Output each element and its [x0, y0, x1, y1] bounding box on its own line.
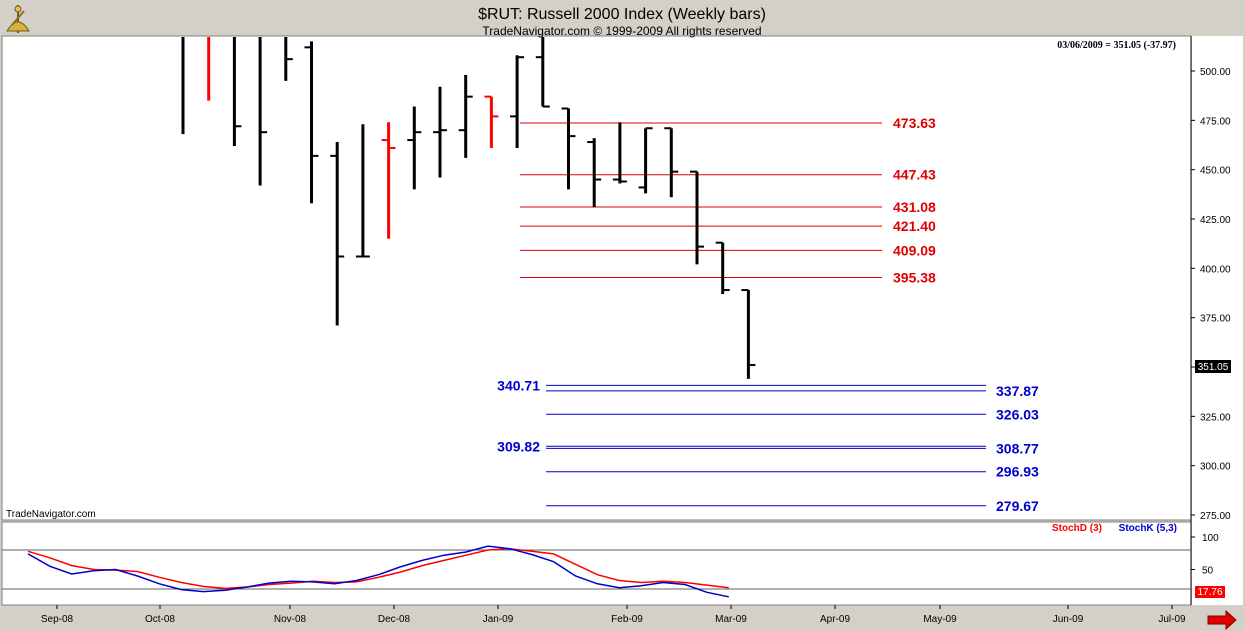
level-label: 337.87	[996, 383, 1039, 399]
stochastic-panel	[1, 521, 1192, 606]
date-tick-label: Oct-08	[145, 614, 175, 625]
level-label: 395.38	[893, 269, 936, 285]
legend-stochk: StochK (5,3)	[1119, 523, 1177, 534]
price-panel	[1, 35, 1192, 521]
price-tag: 351.05	[1195, 360, 1231, 373]
level-label: 447.43	[893, 167, 936, 183]
price-tick-label: 450.00	[1200, 166, 1231, 177]
stoch-tag: 17.76	[1195, 586, 1225, 598]
stochastic-reference-lines: 50 100	[2, 533, 1219, 590]
stoch-series-line	[27, 545, 729, 598]
price-tick-label: 500.00	[1200, 67, 1231, 78]
last-bar-info: 03/06/2009 = 351.05 (-37.97)	[1057, 40, 1176, 51]
stoch-tick-label: 100	[1202, 533, 1219, 544]
date-axis-area	[0, 606, 1245, 631]
date-tick-label: Jan-09	[483, 614, 514, 625]
chart-title: $RUT: Russell 2000 Index (Weekly bars)	[478, 6, 766, 23]
level-label: 326.03	[996, 406, 1039, 422]
level-label: 409.09	[893, 242, 936, 258]
date-tick-label: May-09	[923, 614, 957, 625]
fib-levels: 473.63 447.43 431.08 421.40 409.09 395.38 340.…	[497, 115, 1039, 514]
legend-stochd: StochD (3)	[1052, 523, 1102, 534]
stoch-series-line	[27, 547, 729, 590]
price-axis-area	[1192, 36, 1243, 605]
price-tick-label: 425.00	[1200, 215, 1231, 226]
date-tick-label: Jun-09	[1053, 614, 1084, 625]
price-tag-label: 351.05	[1198, 362, 1229, 373]
date-tick-label: Jul-09	[1158, 614, 1186, 625]
date-tick-label: Nov-08	[274, 614, 307, 625]
level-label: 431.08	[893, 199, 936, 215]
watermark-text: TradeNavigator.com	[6, 509, 96, 520]
stoch-tick-label: 50	[1202, 566, 1214, 577]
level-label: 340.71	[497, 377, 540, 393]
level-label: 296.93	[996, 464, 1039, 480]
price-tick-label: 325.00	[1200, 412, 1231, 423]
date-tick-label: Feb-09	[611, 614, 643, 625]
date-tick-label: Sep-08	[41, 614, 74, 625]
sextant-logo-icon[interactable]	[6, 5, 30, 33]
level-label: 279.67	[996, 498, 1039, 514]
level-label: 473.63	[893, 115, 936, 131]
stoch-tag-label: 17.76	[1197, 587, 1222, 598]
price-tick-label: 475.00	[1200, 116, 1231, 127]
level-label: 421.40	[893, 218, 936, 234]
stochastic-lines	[27, 545, 729, 598]
scroll-right-arrow-icon[interactable]	[1207, 609, 1237, 631]
price-bars	[181, 37, 756, 379]
date-axis-ticks: Sep-08 Oct-08 Nov-08 Dec-08 Jan-09 Feb-09 Mar-…	[41, 605, 1186, 625]
copyright-text: TradeNavigator.com © 1999-2009 All right…	[482, 24, 761, 38]
date-tick-label: Dec-08	[378, 614, 411, 625]
price-tick-label: 375.00	[1200, 314, 1231, 325]
date-tick-label: Apr-09	[820, 614, 850, 625]
level-label: 309.82	[497, 438, 540, 454]
price-tick-label: 300.00	[1200, 462, 1231, 473]
date-tick-label: Mar-09	[715, 614, 747, 625]
price-tick-label: 400.00	[1200, 264, 1231, 275]
level-label: 308.77	[996, 440, 1039, 456]
price-tick-label: 275.00	[1200, 511, 1231, 522]
